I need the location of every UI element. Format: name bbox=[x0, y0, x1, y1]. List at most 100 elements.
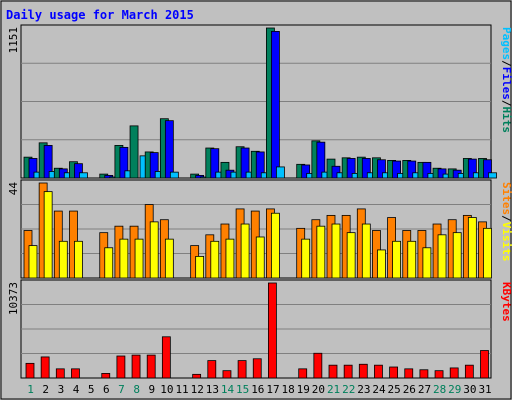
bar-visits-day-8 bbox=[134, 238, 144, 279]
bar-kbytes-day-19 bbox=[298, 368, 308, 379]
legend-separator: / bbox=[500, 215, 512, 222]
panel-legend: Sites/Visits bbox=[500, 182, 512, 262]
x-tick-label-day-27: 27 bbox=[418, 383, 431, 396]
x-tick-label-day-5: 5 bbox=[88, 383, 95, 396]
bar-kbytes-day-1 bbox=[25, 362, 35, 379]
bar-visits-day-21 bbox=[331, 223, 341, 279]
panel-max-label: 1151 bbox=[7, 27, 20, 54]
bar-kbytes-day-13 bbox=[207, 360, 217, 379]
bar-kbytes-day-27 bbox=[419, 369, 429, 379]
x-tick-labels: 1 2 3 4 5 6 7 8 9 10 11 12 13 14 15 16 17 18 19 20 21 22 23 24 2… bbox=[27, 383, 491, 396]
x-tick-label-day-22: 22 bbox=[342, 383, 355, 396]
bar-kbytes-day-12 bbox=[192, 373, 202, 379]
bar-files-day-16 bbox=[255, 151, 265, 179]
panel-kbytes: 10373 KBytes bbox=[7, 279, 512, 379]
legend-entry-pages: Pages bbox=[500, 27, 512, 60]
x-tick-label-day-7: 7 bbox=[118, 383, 125, 396]
x-tick-label-day-20: 20 bbox=[312, 383, 325, 396]
bar-kbytes-day-22 bbox=[343, 364, 353, 379]
x-tick-label-day-2: 2 bbox=[42, 383, 49, 396]
bar-pages-day-31 bbox=[488, 172, 497, 179]
panel-hits: 1151 Pages/Files/Hits bbox=[7, 24, 512, 179]
bar-kbytes-day-3 bbox=[55, 368, 65, 379]
bar-pages-day-10 bbox=[169, 171, 179, 179]
bar-files-day-30 bbox=[467, 158, 477, 179]
bar-visits-day-14 bbox=[225, 238, 235, 279]
x-tick-label-day-10: 10 bbox=[160, 383, 173, 396]
bar-files-day-27 bbox=[422, 161, 432, 179]
x-tick-label-day-4: 4 bbox=[73, 383, 80, 396]
bar-visits-day-10 bbox=[164, 238, 174, 279]
x-tick-label-day-18: 18 bbox=[282, 383, 295, 396]
legend-entry-files: Files bbox=[500, 67, 512, 100]
bar-kbytes-day-4 bbox=[71, 368, 80, 379]
panel-legend: Pages/Files/Hits bbox=[500, 27, 512, 133]
bar-visits-day-15 bbox=[240, 223, 250, 279]
bar-visits-day-12 bbox=[195, 256, 205, 279]
bar-visits-day-31 bbox=[483, 227, 492, 279]
bar-files-day-13 bbox=[210, 148, 220, 179]
bar-kbytes-day-8 bbox=[131, 354, 141, 379]
legend-entry-hits: Hits bbox=[500, 107, 512, 134]
bar-files-day-22 bbox=[346, 158, 356, 179]
bar-files-day-24 bbox=[377, 159, 386, 179]
x-tick-label-day-3: 3 bbox=[58, 383, 65, 396]
bar-kbytes-day-6 bbox=[101, 373, 111, 379]
x-tick-label-day-26: 26 bbox=[403, 383, 416, 396]
bar-kbytes-day-2 bbox=[40, 356, 50, 379]
legend-separator: / bbox=[500, 60, 512, 67]
bar-kbytes-day-26 bbox=[404, 368, 414, 379]
x-tick-label-day-23: 23 bbox=[357, 383, 370, 396]
bar-visits-day-1 bbox=[28, 245, 38, 279]
bar-visits-day-26 bbox=[407, 240, 417, 279]
x-tick-label-day-8: 8 bbox=[133, 383, 140, 396]
bar-visits-day-9 bbox=[149, 221, 159, 279]
bar-files-day-9 bbox=[149, 152, 159, 179]
bar-hits-day-8 bbox=[129, 125, 139, 179]
bar-visits-day-19 bbox=[301, 238, 311, 279]
bar-visits-day-2 bbox=[43, 191, 53, 279]
bar-kbytes-day-16 bbox=[252, 358, 262, 379]
bar-files-day-20 bbox=[316, 141, 326, 179]
bar-files-day-10 bbox=[164, 120, 174, 179]
x-tick-label-day-29: 29 bbox=[448, 383, 461, 396]
bar-visits-day-29 bbox=[452, 232, 462, 279]
x-tick-label-day-9: 9 bbox=[148, 383, 155, 396]
x-tick-label-day-13: 13 bbox=[206, 383, 219, 396]
bar-files-day-26 bbox=[407, 160, 417, 179]
x-tick-label-day-17: 17 bbox=[266, 383, 279, 396]
legend-entry-kbytes: KBytes bbox=[500, 282, 512, 322]
bar-files-day-23 bbox=[361, 158, 371, 179]
bar-kbytes-day-23 bbox=[358, 363, 368, 379]
x-tick-label-day-30: 30 bbox=[463, 383, 476, 396]
panel-max-label: 44 bbox=[7, 182, 20, 196]
bar-files-day-17 bbox=[270, 30, 280, 179]
bar-visits-day-7 bbox=[119, 238, 129, 279]
bar-kbytes-day-7 bbox=[116, 355, 126, 379]
bar-visits-day-28 bbox=[437, 234, 447, 279]
bar-kbytes-day-31 bbox=[480, 350, 489, 379]
bar-files-day-21 bbox=[331, 165, 341, 179]
bar-visits-day-16 bbox=[255, 236, 265, 279]
bar-visits-day-22 bbox=[346, 232, 356, 279]
bar-files-day-2 bbox=[43, 145, 53, 179]
bar-visits-day-4 bbox=[74, 240, 83, 279]
bar-files-day-28 bbox=[437, 168, 447, 179]
bar-visits-day-30 bbox=[467, 217, 477, 279]
x-tick-label-day-28: 28 bbox=[433, 383, 446, 396]
bar-pages-day-17 bbox=[275, 166, 285, 179]
x-tick-label-day-19: 19 bbox=[297, 383, 310, 396]
bar-kbytes-day-20 bbox=[313, 352, 323, 379]
bar-kbytes-day-29 bbox=[449, 367, 459, 379]
panel-legend: KBytes bbox=[500, 282, 512, 322]
bar-files-day-19 bbox=[301, 164, 311, 179]
bar-kbytes-day-15 bbox=[237, 360, 247, 379]
bar-visits-day-24 bbox=[377, 249, 386, 279]
bar-files-day-4 bbox=[74, 163, 83, 179]
bar-visits-day-13 bbox=[210, 240, 220, 279]
x-tick-label-day-15: 15 bbox=[236, 383, 249, 396]
panel-visits: 44 Sites/Visits bbox=[7, 179, 512, 279]
